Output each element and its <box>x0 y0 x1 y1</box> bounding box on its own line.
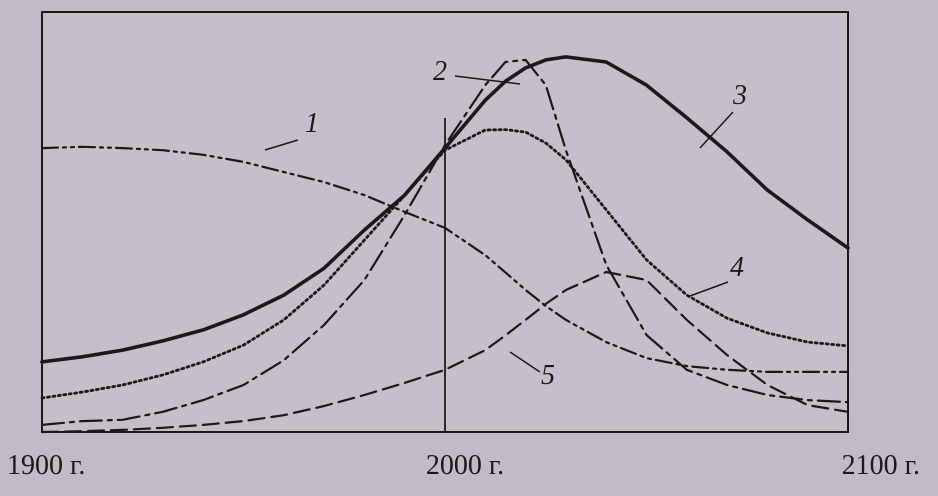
curve <box>40 270 850 434</box>
curve <box>40 58 850 426</box>
curve-label: 1 <box>305 108 319 139</box>
callout-line <box>689 281 729 297</box>
callout-line <box>264 139 299 151</box>
curve <box>40 55 850 364</box>
curve-label: 5 <box>541 360 555 391</box>
curve <box>40 145 850 373</box>
curve <box>40 128 850 400</box>
curve-label: 3 <box>732 80 747 111</box>
x-tick-label: 1900 г. <box>7 450 85 481</box>
x-tick-label: 2000 г. <box>426 450 504 481</box>
callout-line <box>699 111 734 149</box>
x-tick-label: 2100 г. <box>842 450 920 481</box>
callout-line <box>509 351 541 373</box>
callout-line <box>454 75 521 85</box>
curve-label: 2 <box>433 56 447 87</box>
curve-label: 4 <box>730 252 744 283</box>
